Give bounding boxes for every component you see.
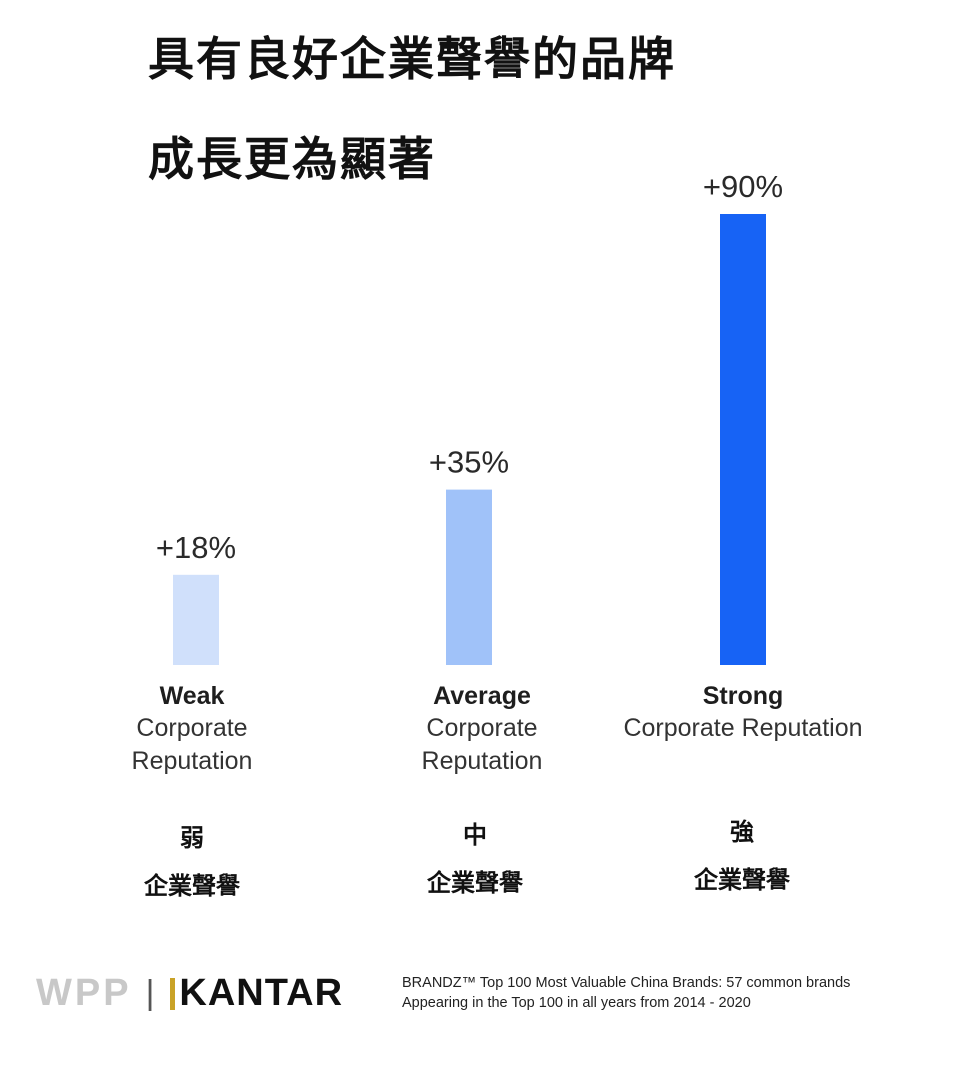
value-label-average: +35%	[429, 445, 509, 480]
wpp-kantar-logo: WPP | KANTAR	[36, 972, 343, 1015]
category-zh-strong-sub: 企業聲譽	[694, 866, 790, 894]
source-line-2: Appearing in the Top 100 in all years fr…	[402, 995, 751, 1011]
category-sublabel-weak-2: Reputation	[131, 747, 253, 775]
wpp-logo: WPP	[36, 972, 132, 1014]
chart-title-line-1: 具有良好企業聲譽的品牌	[148, 32, 676, 86]
kantar-accent-bar	[170, 977, 176, 1010]
category-label-strong: Strong	[702, 682, 784, 710]
category-zh-weak: 弱	[180, 824, 204, 852]
bar-weak	[173, 574, 219, 665]
chart-title-line-2: 成長更為顯著	[148, 132, 436, 186]
category-zh-weak-sub: 企業聲譽	[144, 872, 240, 900]
bar-average	[446, 489, 492, 665]
category-label-weak: Weak	[159, 682, 225, 710]
kantar-logo: KANTAR	[179, 972, 344, 1014]
source-line-1: BRANDZ™ Top 100 Most Valuable China Bran…	[402, 975, 851, 991]
category-sublabel-weak-1: Corporate	[136, 714, 248, 742]
category-sublabel-average-1: Corporate	[426, 714, 538, 742]
value-label-weak: +18%	[156, 530, 236, 565]
category-zh-strong: 強	[730, 818, 754, 846]
bar-strong	[720, 214, 766, 665]
category-sublabel-average-2: Reputation	[421, 747, 543, 775]
category-zh-average: 中	[463, 821, 487, 849]
category-label-average: Average	[433, 682, 531, 710]
source-note: BRANDZ™ Top 100 Most Valuable China Bran…	[402, 973, 850, 1013]
logo-separator: |	[145, 974, 155, 1012]
bar-chart: +18% +35% +90%	[156, 169, 783, 665]
category-sublabel-strong-1: Corporate Reputation	[623, 714, 863, 742]
value-label-strong: +90%	[703, 169, 783, 204]
category-zh-average-sub: 企業聲譽	[427, 869, 523, 897]
